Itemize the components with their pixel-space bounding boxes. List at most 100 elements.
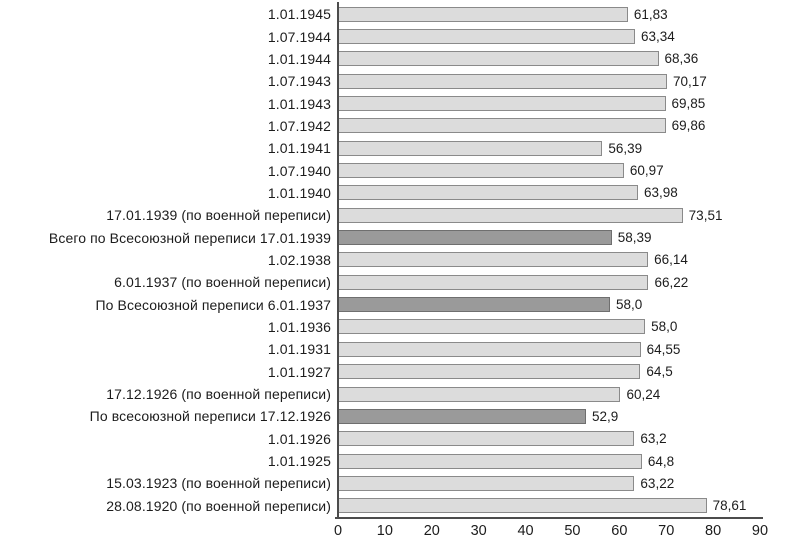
value-label: 58,0 xyxy=(651,319,678,335)
value-label: 70,17 xyxy=(673,73,707,89)
category-label: По всесоюзной переписи 17.12.1926 xyxy=(89,408,331,425)
value-label: 66,14 xyxy=(654,252,688,268)
chart-row: 1.01.1926 63,2 xyxy=(0,428,790,450)
category-label: 1.07.1940 xyxy=(267,162,331,179)
category-label: По Всесоюзной переписи 6.01.1937 xyxy=(95,296,331,313)
value-label: 64,5 xyxy=(646,364,673,380)
category-label: 1.01.1931 xyxy=(267,341,331,358)
category-label: 1.02.1938 xyxy=(267,251,331,268)
chart-row: 1.07.1940 60,97 xyxy=(0,159,790,181)
category-label: 1.07.1944 xyxy=(267,28,331,45)
category-label: 6.01.1937 (по военной переписи) xyxy=(114,274,331,291)
value-label: 68,36 xyxy=(664,51,699,67)
chart-row: 1.01.1945 61,83 xyxy=(0,3,790,25)
value-label: 56,39 xyxy=(608,140,643,156)
x-tick-label: 40 xyxy=(517,523,534,539)
bar xyxy=(338,51,659,67)
bar xyxy=(338,341,641,357)
bar xyxy=(338,185,638,201)
chart-row: 1.01.1925 64,8 xyxy=(0,450,790,472)
bar-highlighted xyxy=(338,230,612,246)
bar xyxy=(338,163,624,179)
category-label: 1.01.1927 xyxy=(267,363,331,380)
bar xyxy=(338,319,646,335)
chart-row: Всего по Всесоюзной переписи 17.01.1939 5… xyxy=(0,226,790,248)
bar xyxy=(338,252,649,268)
bar xyxy=(338,140,603,156)
bar xyxy=(338,29,635,45)
y-axis-line xyxy=(337,2,339,519)
value-label: 69,85 xyxy=(671,96,706,112)
value-label: 60,97 xyxy=(629,163,664,179)
category-label: 1.01.1945 xyxy=(267,6,331,23)
bar xyxy=(338,207,683,223)
x-tick-label: 10 xyxy=(376,523,393,539)
value-label: 52,9 xyxy=(592,408,619,424)
chart-row: 17.12.1926 (по военной переписи) 60,24 xyxy=(0,383,790,405)
category-label: 1.01.1926 xyxy=(267,430,331,447)
value-label: 64,8 xyxy=(647,453,675,469)
category-label: 28.08.1920 (по военной переписи) xyxy=(106,497,331,514)
category-label: 1.07.1943 xyxy=(267,73,331,90)
value-label: 73,51 xyxy=(688,207,723,223)
chart-row: 28.08.1920 (по военной переписи) 78,61 xyxy=(0,495,790,517)
value-label: 63,34 xyxy=(640,29,675,45)
value-label: 64,55 xyxy=(646,341,681,357)
bar xyxy=(338,475,635,491)
category-label: 1.01.1943 xyxy=(267,95,331,112)
category-label: 17.12.1926 (по военной переписи) xyxy=(106,386,331,403)
category-label: 1.07.1942 xyxy=(267,117,331,134)
x-tick-label: 20 xyxy=(423,523,440,539)
chart-row: 1.07.1944 63,34 xyxy=(0,25,790,47)
category-label: 1.01.1936 xyxy=(267,318,331,335)
x-tick-label: 80 xyxy=(705,523,722,539)
value-label: 63,98 xyxy=(643,185,678,201)
x-tick-label: 70 xyxy=(658,523,675,539)
bar-highlighted xyxy=(338,408,587,424)
chart-row: 6.01.1937 (по военной переписи) 66,22 xyxy=(0,271,790,293)
chart-row: 1.01.1944 68,36 xyxy=(0,48,790,70)
value-label: 63,2 xyxy=(640,431,667,447)
bar xyxy=(338,453,642,469)
value-label: 58,39 xyxy=(617,230,652,246)
chart-rows: 1.01.1945 61,83 1.07.1944 63,34 1.01.1944 68,… xyxy=(0,3,790,517)
category-label: 1.01.1941 xyxy=(267,140,331,157)
chart-row: 1.01.1931 64,55 xyxy=(0,338,790,360)
x-tick-label: 60 xyxy=(611,523,628,539)
chart-row: 1.07.1943 70,17 xyxy=(0,70,790,92)
bar xyxy=(338,498,707,514)
category-label: 1.01.1944 xyxy=(267,50,331,67)
chart-row: По Всесоюзной переписи 6.01.1937 58,0 xyxy=(0,293,790,315)
bar-highlighted xyxy=(338,297,610,313)
chart-row: 1.01.1936 58,0 xyxy=(0,316,790,338)
chart-row: 15.03.1923 (по военной переписи) 63,22 xyxy=(0,472,790,494)
chart-row: 17.01.1939 (по военной переписи) 73,51 xyxy=(0,204,790,226)
category-label: 17.01.1939 (по военной переписи) xyxy=(106,207,331,224)
chart-row: 1.01.1941 56,39 xyxy=(0,137,790,159)
bar xyxy=(338,386,621,402)
value-label: 66,22 xyxy=(654,274,689,290)
value-label: 60,24 xyxy=(626,386,661,402)
bar xyxy=(338,96,666,112)
chart-row: 1.01.1940 63,98 xyxy=(0,182,790,204)
bar xyxy=(338,6,628,22)
x-tick-label: 50 xyxy=(564,523,581,539)
chart-row: По всесоюзной переписи 17.12.1926 52,9 xyxy=(0,405,790,427)
value-label: 58,0 xyxy=(615,297,643,313)
chart-row: 1.01.1943 69,85 xyxy=(0,92,790,114)
value-label: 69,86 xyxy=(671,118,706,134)
value-label: 63,22 xyxy=(640,475,675,491)
chart-row: 1.02.1938 66,14 xyxy=(0,249,790,271)
bar xyxy=(338,73,668,89)
chart-row: 1.01.1927 64,5 xyxy=(0,361,790,383)
category-label: Всего по Всесоюзной переписи 17.01.1939 xyxy=(48,229,331,246)
bar xyxy=(338,274,649,290)
bar xyxy=(338,364,641,380)
bar xyxy=(338,118,666,134)
x-tick-label: 30 xyxy=(470,523,487,539)
value-label: 61,83 xyxy=(633,6,668,22)
chart-row: 1.07.1942 69,86 xyxy=(0,115,790,137)
category-label: 1.01.1925 xyxy=(267,453,331,470)
value-label: 78,61 xyxy=(712,498,747,514)
